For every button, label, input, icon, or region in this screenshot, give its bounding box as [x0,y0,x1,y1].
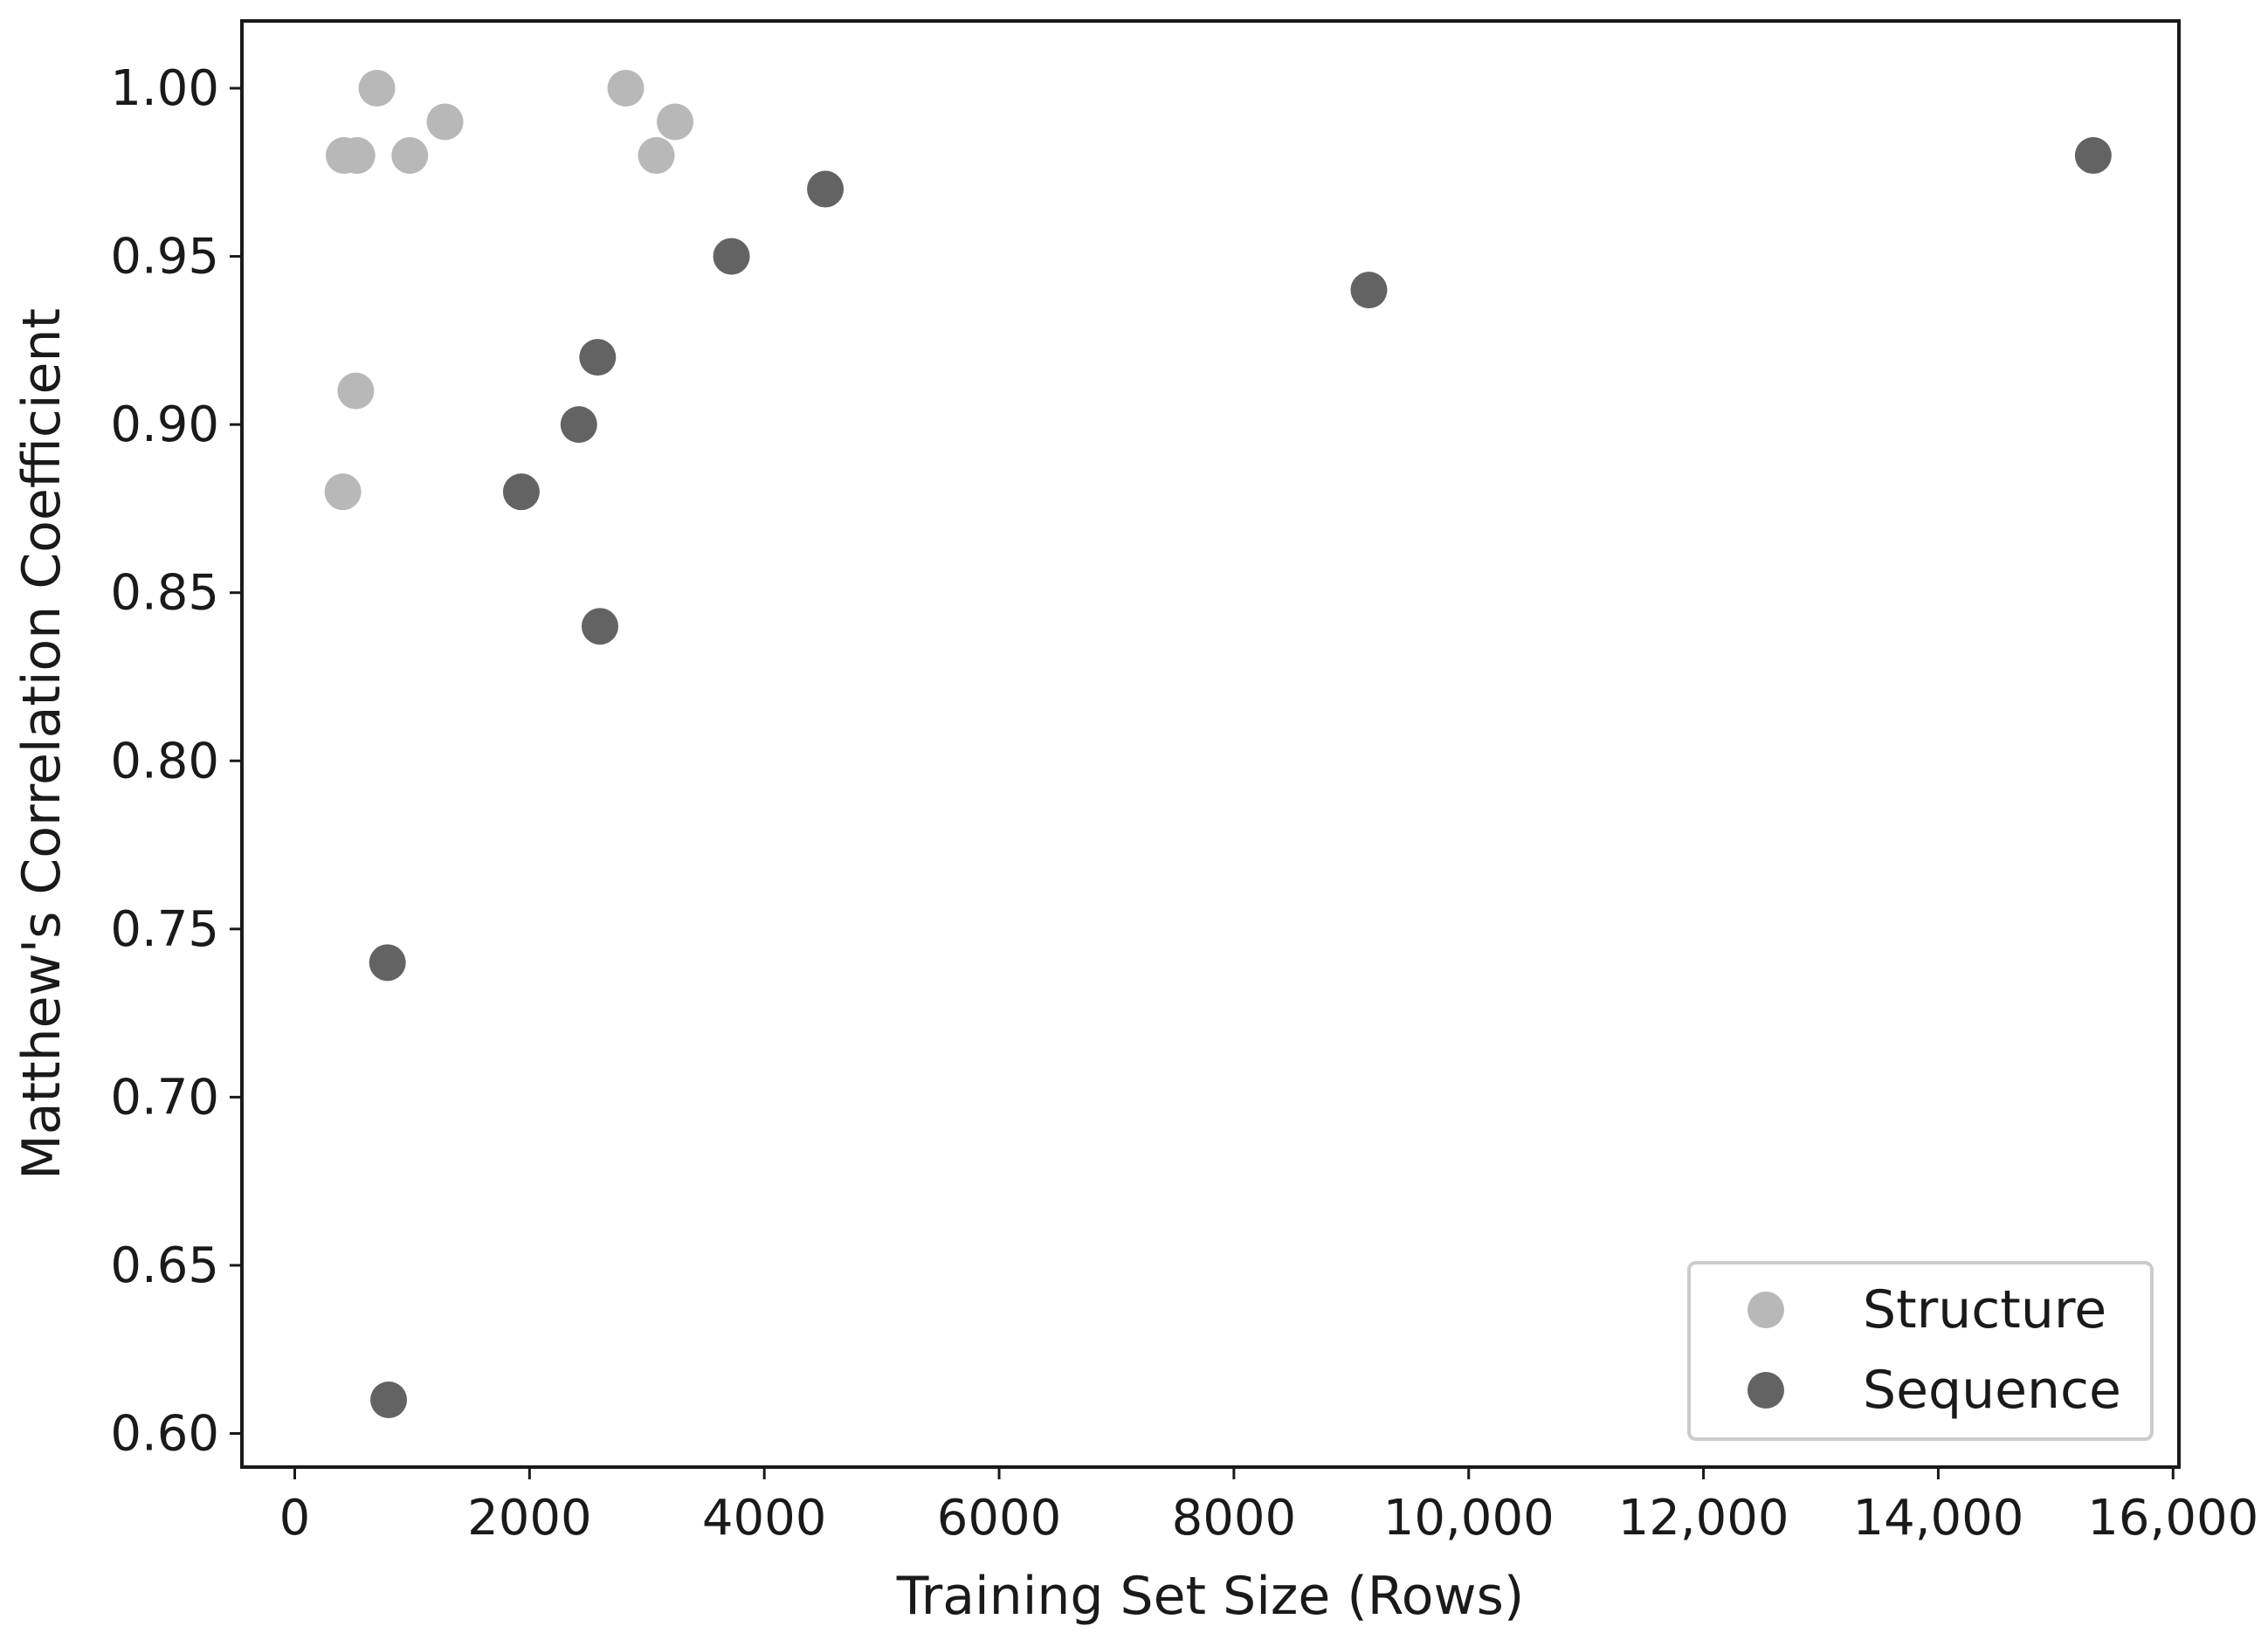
legend-marker-sequence [1748,1372,1784,1409]
data-point-sequence [560,406,597,444]
legend-marker-structure [1748,1292,1784,1328]
data-point-sequence [581,608,618,645]
data-point-structure [337,372,375,410]
points-layer [324,70,2112,1418]
x-axis-label: Training Set Size (Rows) [896,1566,1525,1627]
x-tick-label: 14,000 [1852,1490,2023,1547]
data-point-structure [338,137,376,175]
y-tick-label: 1.00 [110,60,219,117]
data-point-structure [607,70,645,107]
x-tick-label: 2000 [467,1490,592,1547]
y-axis-label: Matthew's Correlation Coefficient [11,308,72,1180]
legend-label-structure: Structure [1863,1279,2106,1340]
y-tick-label: 0.80 [110,733,219,789]
y-tick-label: 0.60 [110,1405,219,1462]
x-tick-label: 10,000 [1383,1490,1555,1547]
x-tick-label: 4000 [702,1490,827,1547]
data-point-structure [426,103,464,141]
data-point-structure [391,137,429,175]
data-point-structure [638,137,675,175]
data-point-sequence [502,473,540,511]
data-point-structure [657,103,694,141]
y-tick-label: 0.95 [110,229,219,286]
legend-label-sequence: Sequence [1863,1360,2121,1421]
ticks-layer: 0 2000 4000 6000 8000 10,000 12,000 14,000 16,00… [110,60,2258,1547]
y-tick-label: 0.65 [110,1237,219,1294]
data-point-sequence [370,1381,408,1418]
y-tick-label: 0.75 [110,901,219,958]
data-point-sequence [2074,137,2112,175]
data-point-structure [358,70,396,107]
y-tick-label: 0.70 [110,1069,219,1126]
data-point-sequence [1350,272,1388,309]
x-tick-label: 0 [279,1490,311,1547]
data-point-sequence [369,944,406,982]
data-point-structure [324,473,362,511]
data-point-sequence [807,170,844,208]
legend-box [1687,1261,2154,1441]
x-tick-label: 12,000 [1618,1490,1789,1547]
x-tick-label: 6000 [937,1490,1062,1547]
x-tick-label: 8000 [1172,1490,1297,1547]
y-tick-label: 0.90 [110,396,219,453]
plot-area-frame [240,19,2181,1469]
data-point-sequence [579,339,617,376]
legend: Structure Sequence [1687,1261,2154,1441]
x-tick-label: 16,000 [2087,1490,2258,1547]
y-tick-label: 0.85 [110,565,219,622]
data-point-sequence [713,238,750,275]
